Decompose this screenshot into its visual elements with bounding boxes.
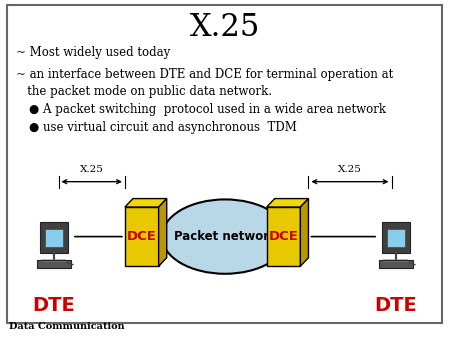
Text: Data Communication: Data Communication xyxy=(9,321,125,331)
Text: ~ an interface between DTE and DCE for terminal operation at: ~ an interface between DTE and DCE for t… xyxy=(16,68,393,80)
FancyBboxPatch shape xyxy=(379,260,413,268)
Text: Packet network: Packet network xyxy=(174,230,276,243)
Text: ● A packet switching  protocol used in a wide area network: ● A packet switching protocol used in a … xyxy=(29,103,386,116)
Text: DTE: DTE xyxy=(32,296,76,315)
FancyBboxPatch shape xyxy=(37,260,71,268)
FancyBboxPatch shape xyxy=(45,230,63,247)
Polygon shape xyxy=(125,199,167,207)
Polygon shape xyxy=(159,199,167,266)
Text: DTE: DTE xyxy=(374,296,418,315)
Text: ● use virtual circuit and asynchronous  TDM: ● use virtual circuit and asynchronous T… xyxy=(29,121,297,134)
Text: ~ Most widely used today: ~ Most widely used today xyxy=(16,46,170,58)
Polygon shape xyxy=(301,199,309,266)
Text: DCE: DCE xyxy=(269,230,298,243)
FancyBboxPatch shape xyxy=(266,207,301,266)
Text: DCE: DCE xyxy=(127,230,157,243)
Text: X.25: X.25 xyxy=(80,165,104,174)
FancyBboxPatch shape xyxy=(40,222,68,253)
FancyBboxPatch shape xyxy=(125,207,159,266)
FancyBboxPatch shape xyxy=(387,230,405,247)
Polygon shape xyxy=(266,199,309,207)
Ellipse shape xyxy=(162,199,288,274)
Text: the packet mode on public data network.: the packet mode on public data network. xyxy=(16,85,272,98)
FancyBboxPatch shape xyxy=(382,222,410,253)
Text: X.25: X.25 xyxy=(338,165,362,174)
FancyBboxPatch shape xyxy=(7,5,442,323)
Text: X.25: X.25 xyxy=(190,12,260,43)
